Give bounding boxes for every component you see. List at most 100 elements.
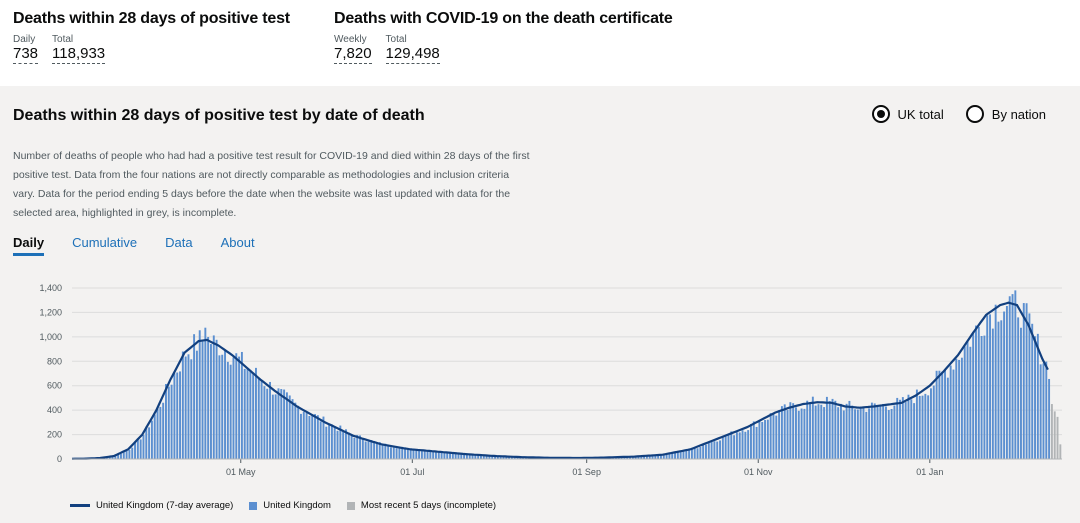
bar-daily (418, 449, 421, 459)
bar-daily (319, 421, 322, 459)
bar-daily (373, 440, 376, 459)
bar-daily (505, 456, 508, 459)
bar-daily (446, 453, 449, 459)
bar-daily (167, 386, 170, 459)
metric-value[interactable]: 118,933 (52, 45, 106, 64)
bar-daily (930, 388, 932, 459)
bar-daily (685, 450, 688, 459)
bar-daily (488, 455, 491, 459)
bar-daily (291, 399, 294, 459)
bar-daily (842, 410, 845, 459)
radio-by-nation[interactable]: By nation (965, 105, 1046, 123)
bar-daily (395, 448, 398, 459)
bar-daily (991, 328, 994, 459)
bar-daily (435, 452, 437, 459)
deaths-bar-chart[interactable]: 0 200 400 600 800 1,000 1,200 1,400 01 May 01 Jul… (0, 272, 1080, 482)
bar-daily (688, 449, 691, 459)
bar-daily (980, 336, 983, 459)
y-tick-label: 0 (57, 454, 62, 464)
bar-daily (1000, 320, 1003, 459)
bar-daily (750, 423, 752, 459)
bar-daily (322, 416, 325, 459)
radio-unchecked-icon[interactable] (965, 105, 984, 123)
bar-daily (120, 453, 122, 459)
daily-metric[interactable]: Daily 738 (13, 34, 39, 64)
bar-daily (210, 344, 212, 459)
total-metric[interactable]: Total 129,498 (385, 34, 440, 64)
tab-about[interactable]: About (220, 235, 255, 250)
bar-daily (820, 404, 823, 459)
y-tick-label: 1,200 (39, 307, 62, 317)
bar-daily (288, 395, 291, 459)
bar-daily (252, 373, 255, 459)
bar-daily (204, 327, 207, 459)
bar-daily (913, 403, 916, 459)
bar-daily (159, 406, 162, 459)
bar-daily (952, 369, 955, 459)
bar-daily (176, 372, 179, 459)
bar-daily (443, 451, 446, 459)
bar-daily (238, 356, 241, 459)
bar-daily (657, 455, 660, 459)
radio-checked-icon[interactable] (871, 105, 890, 123)
bar-daily (997, 321, 1000, 459)
bar-daily (660, 454, 662, 459)
bar-daily (817, 404, 820, 459)
bar-daily (429, 451, 432, 459)
bar-daily (769, 413, 772, 459)
bar-daily (468, 454, 471, 459)
bar-daily (406, 449, 409, 459)
bar-daily (215, 339, 218, 459)
bar-daily (879, 405, 882, 459)
y-tick-label: 400 (47, 405, 62, 415)
bar-daily (848, 400, 851, 459)
headline-summary: Deaths within 28 days of positive test D… (0, 0, 1080, 86)
bar-daily (1034, 336, 1036, 459)
metric-value[interactable]: 738 (13, 45, 39, 64)
bar-daily (353, 437, 356, 459)
radio-uk-total[interactable]: UK total (871, 105, 944, 123)
bar-daily (1048, 378, 1051, 459)
bar-daily (300, 413, 302, 459)
bar-daily (1042, 363, 1045, 459)
bar-daily (733, 435, 736, 459)
tab-daily[interactable]: Daily (13, 235, 45, 256)
bar-daily (690, 448, 693, 459)
tab-cumulative[interactable]: Cumulative (72, 235, 138, 250)
bar-daily (150, 420, 153, 459)
bar-daily (165, 383, 167, 459)
bar-daily (198, 330, 201, 459)
bar-daily (741, 430, 744, 459)
bar-daily (271, 394, 274, 459)
metric-value[interactable]: 7,820 (334, 45, 372, 64)
bar-daily (845, 403, 848, 459)
bar-daily (266, 388, 269, 459)
bar-daily (125, 450, 128, 459)
bar-daily (111, 456, 114, 459)
bar-daily (643, 456, 646, 459)
bar-daily (347, 432, 350, 459)
bar-daily (212, 335, 215, 459)
bar-daily (345, 429, 347, 459)
bar-daily (195, 350, 198, 459)
bar-daily (941, 371, 944, 459)
metric-value[interactable]: 129,498 (385, 45, 440, 64)
bar-daily (887, 410, 890, 459)
bar-daily (432, 450, 435, 459)
y-tick-label: 600 (47, 381, 62, 391)
bar-daily (834, 400, 837, 459)
bar-daily (364, 441, 367, 459)
bar-daily (960, 357, 963, 459)
total-metric[interactable]: Total 118,933 (52, 34, 106, 64)
bar-daily (328, 424, 331, 459)
bar-daily (1005, 305, 1008, 459)
bar-daily (747, 430, 750, 459)
weekly-metric[interactable]: Weekly 7,820 (334, 34, 372, 64)
bar-daily (235, 353, 238, 459)
bar-daily (508, 456, 511, 459)
bar-daily (437, 452, 440, 459)
bar-daily (173, 373, 176, 459)
bar-daily (170, 384, 173, 459)
bar-daily (269, 381, 271, 459)
tab-data[interactable]: Data (165, 235, 193, 250)
